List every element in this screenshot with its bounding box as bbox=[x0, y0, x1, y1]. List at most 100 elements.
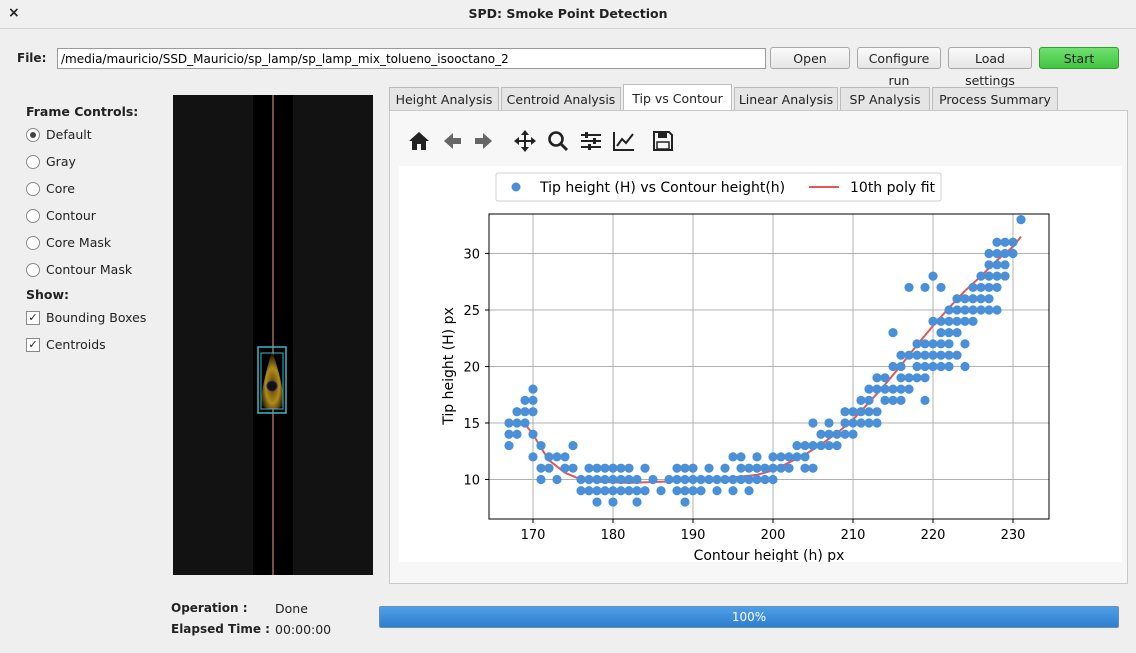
scatter-point bbox=[776, 452, 786, 462]
scatter-point bbox=[928, 350, 938, 360]
figure-canvas: 170 180 190 200 210 220 230 10 15 20 25 30 Contour… bbox=[399, 166, 1122, 564]
scatter-point bbox=[512, 407, 522, 417]
radio-indicator[interactable] bbox=[26, 209, 40, 223]
scatter-point bbox=[992, 282, 1002, 293]
checkbox-indicator[interactable]: ✓ bbox=[26, 311, 40, 325]
scatter-point bbox=[848, 429, 858, 439]
scatter-point bbox=[640, 486, 650, 496]
scatter-point bbox=[968, 294, 978, 304]
scatter-point bbox=[616, 463, 626, 473]
scatter-point bbox=[944, 350, 954, 360]
scatter-point bbox=[520, 407, 530, 417]
scatter-point bbox=[936, 339, 946, 349]
start-button[interactable]: Start bbox=[1039, 47, 1119, 69]
scatter-point bbox=[824, 418, 834, 428]
scatter-point bbox=[624, 474, 634, 485]
scatter-point bbox=[904, 282, 914, 293]
scatter-point bbox=[792, 452, 802, 462]
scatter-point bbox=[960, 339, 970, 349]
x-tick-label: 230 bbox=[1001, 528, 1026, 543]
scatter-point bbox=[968, 282, 978, 293]
scatter-point bbox=[864, 407, 874, 417]
y-tick-label: 10 bbox=[463, 473, 480, 488]
close-icon[interactable]: × bbox=[8, 5, 20, 21]
home-icon[interactable] bbox=[407, 130, 431, 152]
scatter-point bbox=[952, 328, 962, 338]
radio-indicator[interactable] bbox=[26, 263, 40, 277]
scatter-point bbox=[688, 463, 698, 473]
radio-indicator[interactable] bbox=[26, 155, 40, 169]
open-button[interactable]: Open bbox=[770, 47, 850, 69]
scatter-point bbox=[904, 373, 914, 383]
load-settings-button[interactable]: Load settings bbox=[948, 47, 1032, 88]
scatter-point bbox=[984, 282, 994, 293]
edit-axis-icon[interactable] bbox=[612, 130, 636, 152]
radio-label: Gray bbox=[46, 154, 76, 169]
scatter-point bbox=[768, 474, 778, 485]
tab-process-summary[interactable]: Process Summary bbox=[932, 87, 1058, 110]
scatter-point bbox=[560, 463, 570, 473]
scatter-point bbox=[944, 305, 954, 315]
scatter-point bbox=[592, 497, 602, 507]
pan-icon[interactable] bbox=[513, 130, 537, 152]
configure-run-button[interactable]: Configure run bbox=[857, 47, 941, 88]
scatter-point bbox=[944, 339, 954, 349]
x-tick-label: 170 bbox=[521, 528, 546, 543]
legend-box bbox=[495, 172, 942, 202]
tab-sp-analysis[interactable]: SP Analysis bbox=[840, 87, 930, 110]
y-axis-ticks: 10 15 20 25 30 bbox=[463, 248, 489, 488]
scatter-point bbox=[912, 373, 922, 383]
scatter-point bbox=[872, 418, 882, 428]
scatter-point bbox=[864, 395, 874, 405]
zoom-icon[interactable] bbox=[546, 130, 570, 152]
scatter-point bbox=[616, 486, 626, 496]
scatter-point bbox=[760, 463, 770, 473]
forward-arrow-icon[interactable] bbox=[472, 130, 496, 152]
scatter-point bbox=[904, 384, 914, 394]
tab-height-analysis[interactable]: Height Analysis bbox=[389, 87, 499, 110]
scatter-point bbox=[912, 350, 922, 360]
scatter-point bbox=[840, 407, 850, 417]
operation-label: Operation : bbox=[171, 601, 248, 615]
scatter-point bbox=[968, 305, 978, 315]
scatter-point bbox=[848, 418, 858, 428]
scatter-point bbox=[536, 440, 546, 451]
scatter-points bbox=[504, 215, 1026, 507]
scatter-point bbox=[1016, 215, 1026, 225]
scatter-point bbox=[600, 474, 610, 485]
configure-subplots-icon[interactable] bbox=[579, 130, 603, 152]
tab-centroid-analysis[interactable]: Centroid Analysis bbox=[501, 87, 621, 110]
scatter-point bbox=[920, 373, 930, 383]
y-tick-label: 20 bbox=[463, 361, 480, 376]
scatter-point bbox=[856, 407, 866, 417]
radio-indicator[interactable] bbox=[26, 128, 40, 142]
contour-bounding-box bbox=[257, 346, 287, 414]
scatter-point bbox=[696, 486, 706, 496]
poly-fit-curve bbox=[508, 235, 1022, 484]
file-path-input[interactable] bbox=[57, 48, 766, 69]
scatter-point bbox=[936, 316, 946, 326]
scatter-point bbox=[680, 474, 690, 485]
scatter-point bbox=[888, 395, 898, 405]
scatter-point bbox=[744, 463, 754, 473]
scatter-point bbox=[920, 361, 930, 372]
scatter-point bbox=[992, 271, 1002, 281]
checkbox-indicator[interactable]: ✓ bbox=[26, 338, 40, 352]
scatter-point bbox=[520, 395, 530, 405]
scatter-point bbox=[976, 282, 986, 293]
scatter-point bbox=[632, 474, 642, 485]
save-icon[interactable] bbox=[651, 130, 675, 152]
back-arrow-icon[interactable] bbox=[440, 130, 464, 152]
scatter-point bbox=[928, 339, 938, 349]
radio-indicator[interactable] bbox=[26, 236, 40, 250]
y-tick-label: 15 bbox=[463, 417, 480, 432]
scatter-point bbox=[864, 384, 874, 394]
scatter-point bbox=[560, 452, 570, 462]
scatter-point bbox=[600, 486, 610, 496]
scatter-point bbox=[640, 463, 650, 473]
tab-tip-vs-contour[interactable]: Tip vs Contour bbox=[623, 84, 732, 111]
tab-linear-analysis[interactable]: Linear Analysis bbox=[734, 87, 838, 110]
radio-indicator[interactable] bbox=[26, 182, 40, 196]
scatter-point bbox=[888, 384, 898, 394]
scatter-point bbox=[704, 463, 714, 473]
